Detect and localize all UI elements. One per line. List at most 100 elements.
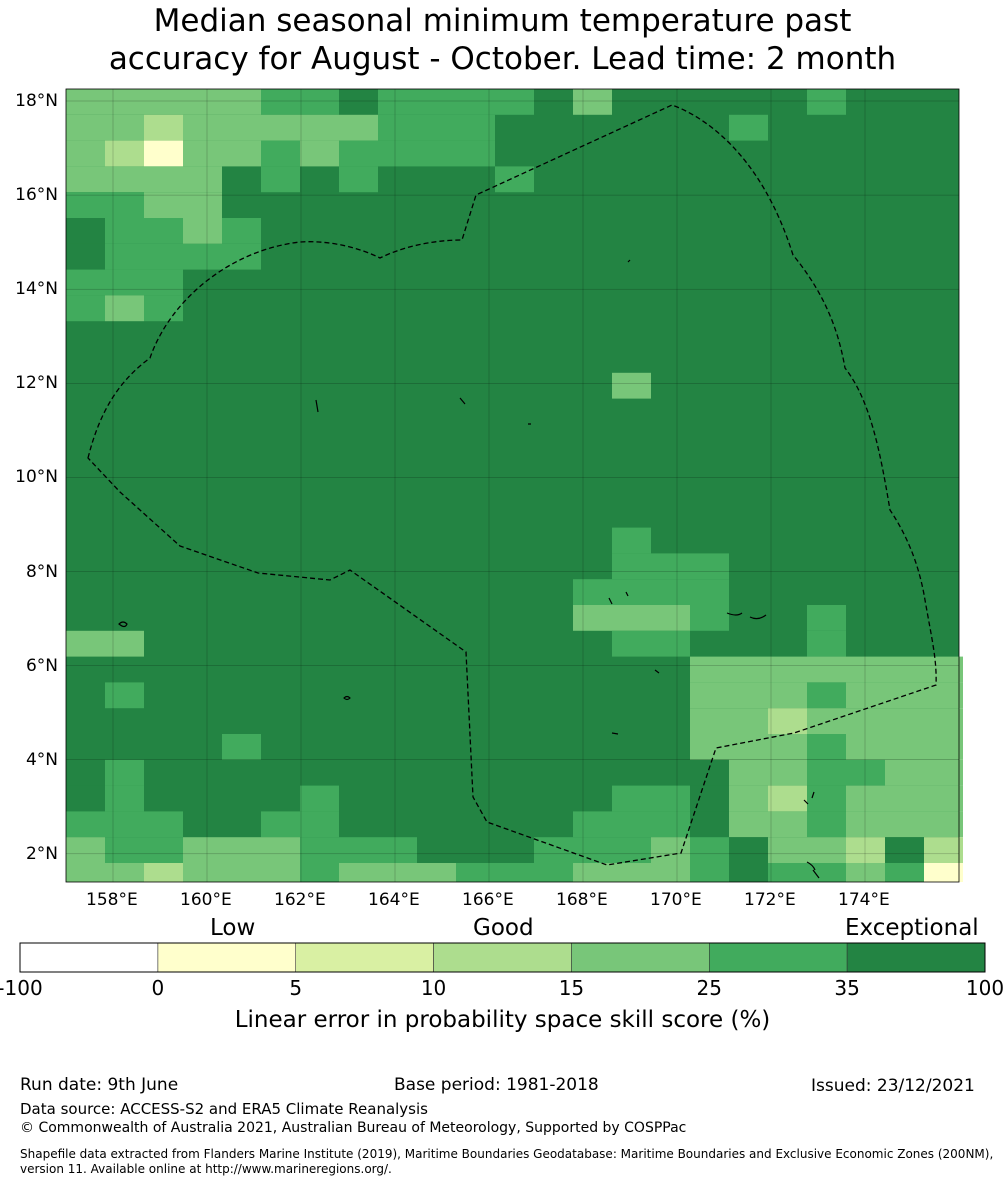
skill-cell: [105, 218, 183, 244]
skill-cell: [534, 837, 612, 863]
skill-cell: [573, 863, 612, 882]
skill-cell: [105, 243, 222, 270]
skill-cell: [66, 114, 105, 141]
skill-grid-cells: [66, 89, 963, 882]
latitude-label: 10°N: [15, 467, 58, 488]
skill-cell: [378, 114, 495, 141]
skill-cell: [339, 166, 378, 193]
skill-cell: [144, 114, 183, 141]
map-title-line-2: accuracy for August - October. Lead time…: [108, 41, 897, 77]
skill-cell: [378, 140, 495, 167]
skill-cell: [807, 605, 846, 631]
shapefile-credit-line-1: Shapefile data extracted from Flanders M…: [20, 1147, 994, 1161]
skill-cell: [612, 605, 690, 631]
skill-cell: [690, 837, 729, 863]
colorbar-label: Linear error in probability space skill …: [234, 1007, 771, 1033]
colorbar-segment: [19, 942, 159, 973]
skill-cell: [846, 837, 885, 863]
map-title-line-1: Median seasonal minimum temperature past: [153, 3, 852, 39]
skill-cell: [144, 863, 183, 882]
skill-cell: [66, 295, 105, 322]
latitude-label: 6°N: [25, 655, 58, 676]
category-good: Good: [473, 915, 534, 941]
skill-cell: [183, 837, 300, 863]
skill-cell: [144, 140, 183, 167]
skill-cell: [456, 863, 573, 882]
skill-cell: [846, 734, 963, 760]
latitude-label: 12°N: [15, 373, 58, 394]
colorbar-tick-label: 15: [558, 976, 585, 1000]
skill-cell: [807, 734, 846, 760]
longitude-label: 164°E: [368, 890, 420, 910]
longitude-label: 172°E: [744, 890, 796, 910]
longitude-label: 166°E: [462, 890, 514, 910]
skill-cell: [339, 89, 378, 115]
colorbar-segment: [295, 942, 434, 973]
skill-cell: [690, 811, 729, 838]
skill-cell: [807, 708, 846, 734]
skill-cell: [105, 682, 144, 709]
skill-cell: [66, 89, 261, 115]
shapefile-credit-line-2: version 11. Available online at http://w…: [20, 1162, 392, 1176]
colorbar-segment: [433, 942, 572, 973]
skill-cell: [846, 656, 963, 683]
skill-cell: [768, 682, 807, 709]
skill-cell: [729, 785, 768, 812]
skill-cell: [612, 630, 690, 657]
skill-cell: [105, 114, 144, 141]
longitude-label: 158°E: [86, 890, 138, 910]
latitude-label: 16°N: [15, 185, 58, 206]
skill-cell: [612, 553, 729, 580]
skill-cell: [66, 863, 105, 882]
colorbar-tick-label: 10: [420, 976, 447, 1000]
skill-cell: [183, 863, 300, 882]
skill-cell: [105, 785, 144, 812]
skill-cell: [651, 837, 690, 863]
skill-cell: [66, 166, 183, 193]
skill-cell: [846, 785, 963, 812]
skill-cell: [846, 708, 963, 734]
colorbar-segments: [19, 942, 986, 973]
skill-cell: [105, 140, 144, 167]
skill-cell: [105, 863, 144, 882]
skill-cell: [807, 811, 846, 838]
skill-cell: [690, 759, 729, 786]
skill-cell: [807, 682, 846, 709]
skill-cell: [66, 785, 105, 812]
skill-cell: [768, 708, 807, 734]
skill-cell: [807, 656, 846, 683]
skill-cell: [885, 837, 924, 863]
longitude-label: 160°E: [180, 890, 232, 910]
colorbar-tick-label: 35: [834, 976, 860, 1000]
skill-cell: [690, 682, 768, 709]
skill-cell: [768, 785, 807, 812]
skill-cell: [729, 759, 807, 786]
skill-cell: [339, 140, 378, 167]
skill-cell: [495, 166, 534, 193]
longitude-label: 170°E: [650, 890, 702, 910]
skill-cell: [573, 579, 729, 605]
graticule: [66, 89, 959, 882]
category-low: Low: [210, 915, 256, 941]
skill-cell: [261, 140, 300, 167]
skill-cell: [222, 734, 261, 760]
skill-cell: [807, 785, 846, 812]
base-period: Base period: 1981-2018: [394, 1075, 599, 1095]
colorbar-segment: [708, 942, 848, 973]
longitude-label: 162°E: [274, 890, 326, 910]
skill-cell: [729, 114, 768, 141]
skill-cell: [261, 811, 339, 838]
skill-cell: [105, 759, 144, 786]
skill-cell: [768, 837, 846, 863]
skill-cell: [300, 837, 417, 863]
skill-cell: [846, 863, 885, 882]
skill-cell: [729, 863, 768, 882]
skill-cell: [885, 759, 963, 786]
latitude-label: 18°N: [15, 91, 58, 111]
skill-cell: [261, 166, 300, 193]
map-frame: [65, 88, 960, 883]
copyright: © Commonwealth of Australia 2021, Austra…: [20, 1120, 687, 1136]
skill-cell: [612, 863, 690, 882]
colorbar-tick-label: 5: [289, 976, 303, 1000]
skill-cell: [573, 811, 690, 838]
